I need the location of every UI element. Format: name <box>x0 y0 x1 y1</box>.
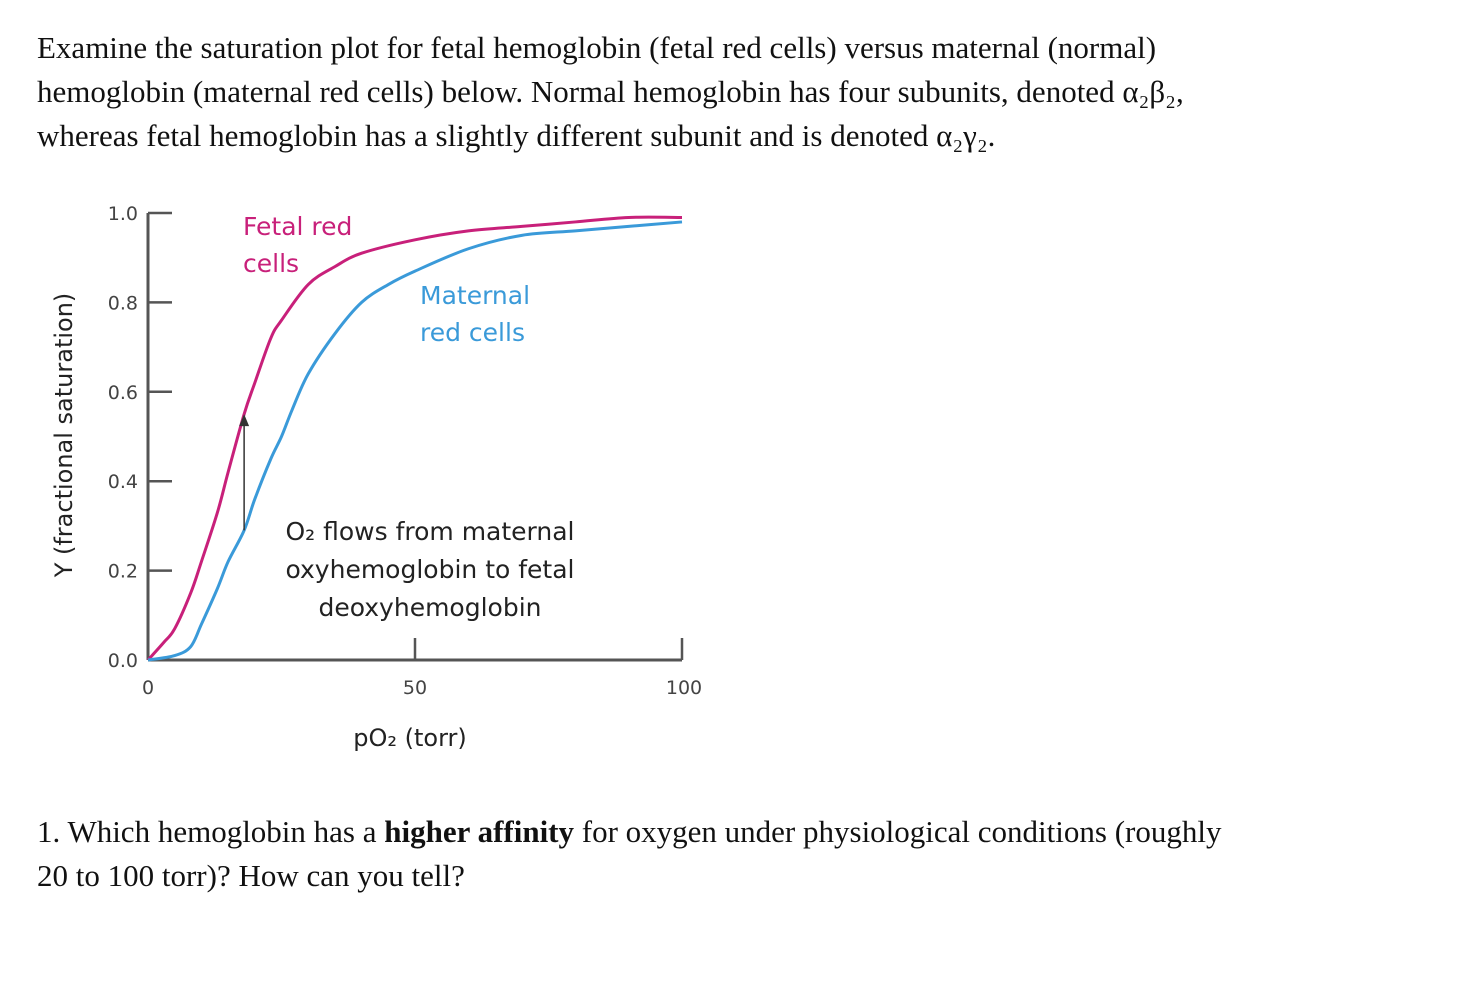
y-tick-label: 0.8 <box>108 292 138 314</box>
x-tick-label: 100 <box>666 677 702 699</box>
y-tick-label: 1.0 <box>108 203 138 225</box>
y-axis-label: Y (fractional saturation) <box>50 293 78 579</box>
annotation-arrow-head <box>239 414 250 427</box>
maternal-label-line1: Maternal <box>420 281 530 310</box>
curves <box>146 215 683 662</box>
x-tick-label: 0 <box>142 677 154 699</box>
question-line-1: 1. Which hemoglobin has a higher affinit… <box>37 810 1457 854</box>
y-tick-label: 0.2 <box>108 561 138 583</box>
y-tick-label: 0.4 <box>108 471 138 493</box>
y-tick-label: 0.6 <box>108 382 138 404</box>
question-suffix: for oxygen under physiological condition… <box>574 814 1222 849</box>
axes: 0.0 0.2 0.4 0.6 0.8 1.0 0 50 100 <box>108 203 702 699</box>
maternal-curve <box>147 220 683 662</box>
intro-line-2: hemoglobin (maternal red cells) below. N… <box>37 74 1184 109</box>
maternal-label-line2: red cells <box>420 318 525 347</box>
annotation-line-3: deoxyhemoglobin <box>318 593 541 622</box>
annotation-line-1: O₂ flows from maternal <box>285 517 574 546</box>
intro-line-1: Examine the saturation plot for fetal he… <box>37 30 1157 65</box>
question-text: 1. Which hemoglobin has a higher affinit… <box>37 810 1457 898</box>
fetal-label-line1: Fetal red <box>243 212 352 241</box>
question-line-2: 20 to 100 torr)? How can you tell? <box>37 858 465 893</box>
intro-text: Examine the saturation plot for fetal he… <box>37 26 1457 158</box>
fetal-curve <box>146 215 683 662</box>
annotation-line-2: oxyhemoglobin to fetal <box>285 555 574 584</box>
intro-line-3: whereas fetal hemoglobin has a slightly … <box>37 118 996 153</box>
x-tick-label: 50 <box>403 677 427 699</box>
question-bold: higher affinity <box>384 814 575 849</box>
question-prefix: 1. Which hemoglobin has a <box>37 814 385 849</box>
y-tick-label: 0.0 <box>108 650 138 672</box>
fetal-label-line2: cells <box>243 249 299 278</box>
x-axis-label: pO₂ (torr) <box>353 724 467 752</box>
